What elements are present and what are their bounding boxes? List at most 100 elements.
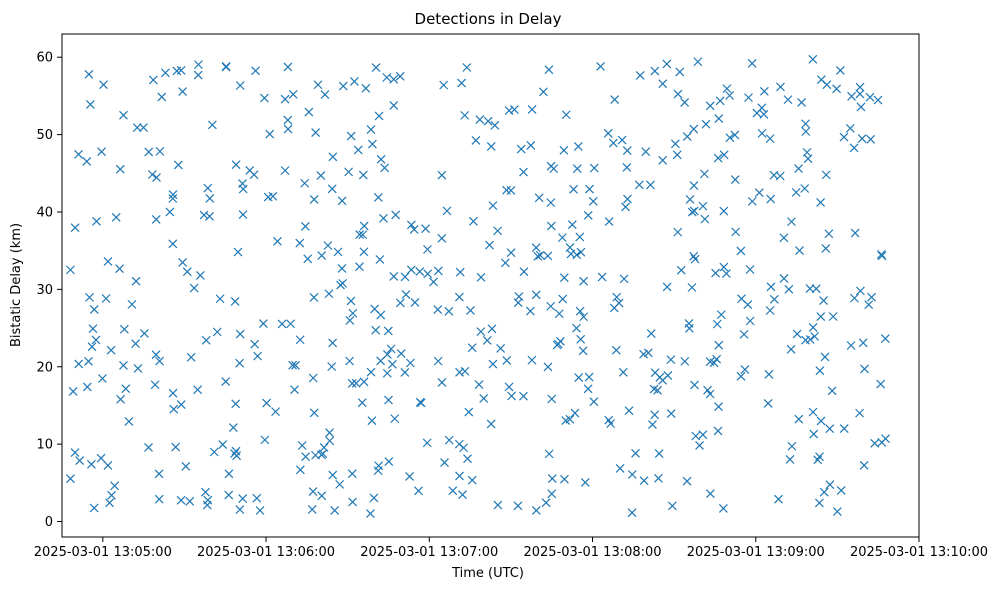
- data-point: [764, 369, 774, 379]
- data-point: [410, 298, 420, 307]
- data-point: [374, 111, 384, 121]
- data-point: [380, 163, 390, 173]
- data-point: [662, 59, 672, 69]
- data-point: [115, 164, 125, 174]
- data-point: [614, 298, 624, 308]
- data-point: [224, 490, 234, 500]
- data-point: [650, 66, 660, 76]
- data-point: [157, 92, 167, 102]
- data-point: [805, 335, 815, 344]
- data-point: [765, 134, 775, 144]
- data-point: [311, 128, 321, 137]
- data-point: [784, 284, 794, 294]
- data-point: [589, 397, 599, 407]
- data-point: [649, 384, 659, 394]
- data-point: [367, 416, 377, 426]
- data-point: [819, 296, 829, 306]
- y-tick-label: 50: [36, 128, 53, 143]
- data-point: [333, 247, 343, 257]
- data-point: [547, 489, 557, 499]
- data-point: [641, 147, 651, 157]
- data-point: [414, 486, 423, 496]
- data-point: [70, 448, 80, 458]
- data-point: [579, 312, 589, 322]
- data-point: [604, 415, 614, 425]
- data-point: [646, 329, 656, 338]
- data-point: [856, 102, 866, 112]
- data-point: [612, 292, 622, 302]
- data-point: [238, 210, 248, 220]
- data-point: [384, 395, 393, 405]
- data-point: [525, 306, 535, 316]
- data-point: [442, 206, 452, 216]
- data-point: [168, 388, 178, 398]
- data-point: [695, 440, 704, 450]
- data-point: [859, 460, 869, 470]
- data-point: [283, 62, 293, 72]
- data-point: [691, 431, 701, 441]
- data-point: [827, 386, 837, 396]
- data-point: [433, 356, 443, 366]
- data-point: [474, 380, 484, 390]
- data-point: [155, 146, 165, 156]
- data-point: [531, 290, 541, 300]
- data-point: [850, 293, 859, 303]
- data-point: [463, 454, 472, 464]
- data-point: [747, 196, 757, 206]
- data-point: [133, 363, 143, 373]
- data-point: [106, 345, 116, 355]
- data-point: [774, 494, 783, 504]
- data-point: [277, 319, 287, 329]
- data-point: [855, 82, 865, 92]
- data-point: [718, 503, 728, 513]
- data-point: [475, 115, 485, 124]
- data-point: [703, 385, 713, 395]
- data-point: [328, 152, 338, 162]
- data-point: [622, 163, 632, 172]
- data-point: [573, 142, 583, 151]
- data-point: [666, 409, 676, 418]
- data-point: [618, 367, 628, 377]
- data-point: [822, 80, 832, 90]
- data-point: [730, 175, 740, 185]
- data-point: [303, 254, 313, 264]
- x-tick-label: 2025-03-01 13:05:00: [34, 545, 172, 560]
- data-point: [155, 356, 164, 366]
- data-point: [506, 248, 516, 258]
- data-point: [366, 367, 376, 377]
- data-point: [493, 226, 503, 236]
- data-point: [779, 233, 789, 243]
- data-point: [825, 424, 835, 434]
- data-point: [690, 254, 700, 264]
- data-point: [409, 224, 419, 234]
- data-point: [682, 476, 692, 486]
- data-point: [415, 397, 425, 407]
- data-point: [572, 164, 582, 174]
- data-point: [324, 289, 334, 299]
- data-point: [858, 338, 868, 348]
- data-point: [689, 124, 699, 134]
- data-point: [709, 358, 719, 368]
- data-point: [775, 171, 785, 181]
- data-point: [376, 356, 386, 366]
- data-point: [857, 134, 867, 144]
- data-point: [543, 251, 553, 261]
- data-point: [544, 449, 554, 459]
- y-tick-label: 0: [45, 515, 53, 530]
- data-point: [811, 284, 821, 294]
- data-point: [514, 292, 524, 302]
- data-point: [265, 129, 275, 139]
- data-point: [250, 339, 260, 349]
- data-point: [552, 340, 562, 350]
- data-point: [437, 233, 447, 243]
- data-point: [165, 207, 175, 217]
- chart-title: Detections in Delay: [415, 10, 562, 28]
- data-point: [400, 367, 410, 377]
- data-point: [308, 373, 318, 383]
- data-point: [405, 358, 415, 368]
- data-point: [747, 59, 757, 68]
- data-point: [676, 265, 686, 275]
- data-point: [323, 241, 333, 250]
- data-point: [330, 506, 340, 515]
- data-point: [186, 352, 196, 362]
